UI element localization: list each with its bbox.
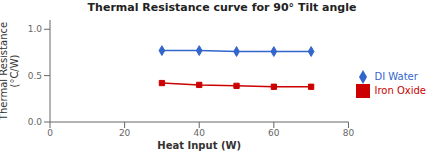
- svg-text:60: 60: [268, 128, 280, 138]
- html-text:Thermal Resistance curve for 9: Thermal Resistance curve for 90° Tilt an…: [87, 1, 357, 14]
- svg-text:20: 20: [119, 128, 131, 138]
- svg-text:Thermal Resistance(°C/W): Thermal Resistance(°C/W): [8, 22, 20, 121]
- html-text:DI Water: DI Water: [374, 71, 418, 82]
- svg-text:0.0: 0.0: [28, 117, 43, 127]
- html-text:Iron Oxide: Iron Oxide: [374, 85, 426, 96]
- svg-text:0: 0: [47, 128, 53, 138]
- svg-text:0.5: 0.5: [28, 71, 42, 81]
- svg-text:1.0: 1.0: [28, 24, 43, 34]
- svg-text:Heat Input (W): Heat Input (W): [157, 140, 241, 151]
- svg-text:80: 80: [343, 128, 355, 138]
- svg-text:40: 40: [194, 128, 206, 138]
